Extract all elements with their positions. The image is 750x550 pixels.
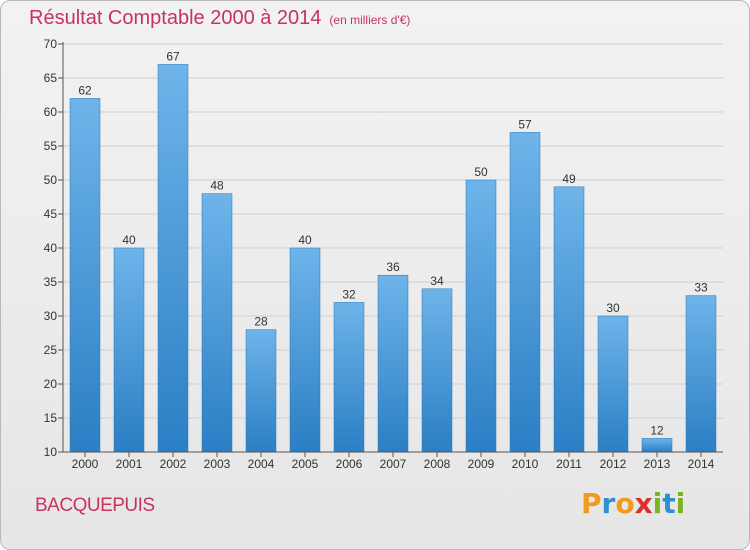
value-label-2010: 57 bbox=[518, 117, 532, 131]
value-label-2005: 40 bbox=[298, 233, 312, 247]
x-tick-label-2004: 2004 bbox=[248, 457, 275, 471]
x-tick-label-2007: 2007 bbox=[380, 457, 407, 471]
bar-2000 bbox=[69, 98, 101, 453]
x-tick-label-2012: 2012 bbox=[600, 457, 627, 471]
value-labels-layer: 62 40 67 48 28 40 32 36 34 50 57 49 30 12 33 bbox=[78, 49, 708, 437]
x-tick-label-2005: 2005 bbox=[292, 457, 319, 471]
x-tick-label-2002: 2002 bbox=[160, 457, 187, 471]
value-label-2001: 40 bbox=[122, 233, 136, 247]
commune-name: BACQUEPUIS bbox=[35, 495, 155, 516]
y-tick-label: 30 bbox=[44, 309, 58, 323]
logo-letter: i bbox=[652, 487, 663, 520]
logo-letter: i bbox=[675, 487, 686, 520]
x-tick-label-2014: 2014 bbox=[688, 457, 715, 471]
bar-2012 bbox=[597, 315, 629, 453]
x-tick-label-2003: 2003 bbox=[204, 457, 231, 471]
value-label-2004: 28 bbox=[254, 315, 268, 329]
y-tick-label: 20 bbox=[44, 377, 58, 391]
logo-letter: t bbox=[662, 487, 676, 520]
x-tick-label-2011: 2011 bbox=[556, 457, 582, 471]
logo-letter: x bbox=[634, 487, 653, 520]
bar-2014 bbox=[685, 295, 717, 453]
logo-letter: o bbox=[615, 487, 635, 520]
value-label-2008: 34 bbox=[430, 274, 444, 288]
x-tick-label-2009: 2009 bbox=[468, 457, 495, 471]
value-label-2012: 30 bbox=[606, 301, 620, 315]
chart-title-text: Résultat Comptable 2000 à 2014 bbox=[29, 7, 322, 29]
y-tick-label: 10 bbox=[44, 445, 58, 459]
chart-title: Résultat Comptable 2000 à 2014 (en millie… bbox=[29, 7, 410, 30]
value-label-2006: 32 bbox=[342, 287, 356, 301]
x-tick-label-2008: 2008 bbox=[424, 457, 451, 471]
bars-layer bbox=[69, 64, 717, 453]
y-tick-label: 70 bbox=[44, 37, 58, 51]
value-label-2003: 48 bbox=[210, 179, 224, 193]
bar-2010 bbox=[509, 132, 541, 453]
bar-2006 bbox=[333, 302, 365, 453]
y-tick-label: 40 bbox=[44, 241, 58, 255]
value-label-2000: 62 bbox=[78, 83, 92, 97]
x-tick-label-2006: 2006 bbox=[336, 457, 363, 471]
chart-unit-label: (en milliers d'€) bbox=[329, 13, 411, 27]
logo-letter: r bbox=[601, 487, 616, 520]
axis-layer: 10 15 20 25 30 35 40 45 50 55 60 65 70 2000 2001 2002 20… bbox=[44, 37, 723, 471]
y-tick-label: 50 bbox=[44, 173, 58, 187]
x-tick-label-2010: 2010 bbox=[512, 457, 539, 471]
y-tick-label: 15 bbox=[44, 411, 58, 425]
logo-letter: P bbox=[581, 487, 602, 520]
bar-2005 bbox=[289, 247, 321, 453]
x-tick-label-2000: 2000 bbox=[72, 457, 99, 471]
value-label-2013: 12 bbox=[650, 423, 664, 437]
value-label-2011: 49 bbox=[562, 172, 576, 186]
y-tick-label: 60 bbox=[44, 105, 58, 119]
value-label-2009: 50 bbox=[474, 165, 488, 179]
bar-2008 bbox=[421, 288, 453, 453]
bar-2013 bbox=[641, 438, 673, 453]
y-tick-label: 65 bbox=[44, 71, 58, 85]
y-tick-label: 35 bbox=[44, 275, 58, 289]
bar-2004 bbox=[245, 329, 277, 453]
proxiti-logo: Proxiti bbox=[581, 487, 685, 520]
x-tick-label-2013: 2013 bbox=[644, 457, 671, 471]
bar-2002 bbox=[157, 64, 189, 453]
bar-2003 bbox=[201, 193, 233, 453]
value-label-2014: 33 bbox=[694, 281, 708, 295]
value-label-2002: 67 bbox=[166, 49, 180, 63]
y-tick-label: 45 bbox=[44, 207, 58, 221]
y-tick-label: 55 bbox=[44, 139, 58, 153]
bar-2007 bbox=[377, 274, 409, 453]
bar-2009 bbox=[465, 179, 497, 453]
value-label-2007: 36 bbox=[386, 260, 400, 274]
y-tick-label: 25 bbox=[44, 343, 58, 357]
bar-2001 bbox=[113, 247, 145, 453]
x-tick-label-2001: 2001 bbox=[116, 457, 143, 471]
bar-2011 bbox=[553, 186, 585, 453]
